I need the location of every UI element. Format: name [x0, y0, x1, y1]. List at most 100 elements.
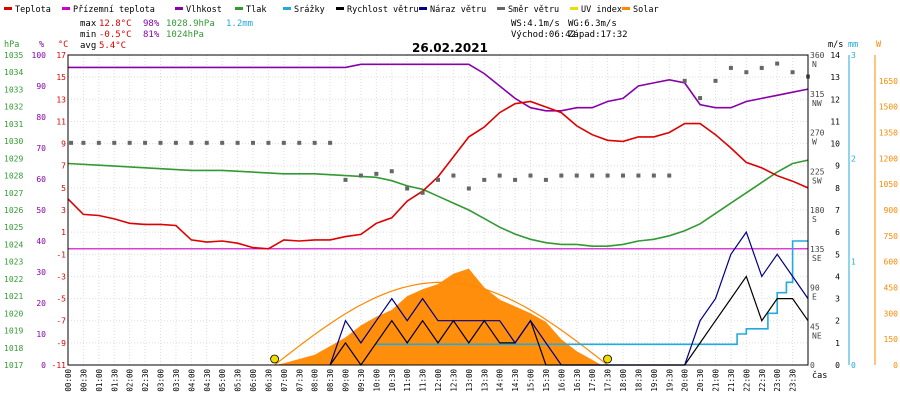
- wind-tick-label: 1: [835, 339, 840, 348]
- series-temperature: [67, 100, 809, 250]
- x-tick-label: 03:30: [172, 369, 181, 392]
- direction-point: [266, 140, 271, 145]
- wind-tick-label: 7: [835, 206, 840, 215]
- x-tick-label: 12:00: [434, 369, 443, 392]
- legend-swatch: [336, 7, 344, 10]
- series-wind-gust: [329, 230, 809, 366]
- x-tick-label: 00:00: [64, 369, 73, 392]
- direction-tick-label: NW: [812, 99, 822, 108]
- stats-max-label: max: [80, 19, 97, 29]
- legend-swatch: [62, 7, 70, 10]
- direction-point: [728, 65, 733, 70]
- stats-min-label: min: [80, 30, 96, 40]
- temperature-tick-label: 15: [56, 73, 66, 82]
- direction-point: [636, 173, 641, 178]
- direction-tick-label: 45: [810, 322, 820, 331]
- wind-tick-label: 13: [830, 73, 840, 82]
- stats-max-press: 1028.9hPa: [166, 19, 215, 29]
- humidity-tick-label: 70: [36, 144, 46, 153]
- legend-label: Srážky: [294, 5, 325, 15]
- direction-point: [590, 173, 595, 178]
- x-tick-label: 23:30: [789, 369, 798, 392]
- direction-point: [436, 177, 440, 182]
- x-tick-label: 06:30: [264, 369, 273, 392]
- direction-point: [312, 140, 317, 145]
- temperature-tick-label: -3: [56, 272, 66, 281]
- humidity-tick-label: 100: [32, 51, 47, 60]
- pressure-tick-label: 1017: [4, 361, 23, 370]
- uv-marker: [270, 354, 279, 364]
- wind-tick-label: 12: [830, 95, 840, 104]
- x-tick-label: 09:00: [342, 369, 351, 392]
- direction-tick-label: 225: [810, 167, 825, 176]
- x-tick-label: 20:00: [681, 369, 690, 392]
- pressure-unit: hPa: [4, 40, 19, 50]
- direction-tick-label: N: [812, 60, 817, 69]
- x-tick-label: 19:00: [650, 369, 659, 392]
- direction-point: [513, 177, 518, 182]
- x-tick-label: 00:30: [79, 369, 88, 392]
- legend-swatch: [570, 7, 578, 10]
- direction-point: [69, 140, 74, 145]
- wind-tick-label: 9: [835, 162, 840, 171]
- x-tick-label: 22:30: [758, 369, 767, 392]
- x-tick-label: 08:30: [326, 369, 335, 392]
- rain-tick-label: 2: [851, 154, 856, 163]
- direction-point: [574, 173, 579, 178]
- direction-point: [143, 140, 148, 145]
- x-tick-label: 11:00: [403, 369, 412, 392]
- direction-point: [389, 169, 394, 174]
- direction-point: [281, 140, 286, 145]
- wind-tick-label: 0: [835, 361, 840, 370]
- wind-tick-label: 10: [830, 140, 840, 149]
- solar-tick-label: 1650: [879, 77, 898, 86]
- x-tick-label: 02:30: [141, 369, 150, 392]
- x-tick-label: 13:00: [465, 369, 474, 392]
- pressure-tick-label: 1020: [4, 309, 23, 318]
- x-tick-label: 13:30: [480, 369, 489, 392]
- direction-point: [744, 70, 749, 75]
- rain-tick-label: 0: [851, 361, 856, 370]
- x-tick-label: 01:00: [95, 369, 104, 392]
- temperature-tick-label: 9: [61, 140, 66, 149]
- wind-tick-label: 11: [830, 117, 840, 126]
- x-tick-label: 09:30: [357, 369, 366, 392]
- direction-point: [466, 186, 471, 191]
- x-tick-label: 06:00: [249, 369, 258, 392]
- legend-swatch: [4, 7, 12, 10]
- stats-wind-gust: WG:6.3m/s: [568, 19, 617, 29]
- legend-swatch: [175, 7, 183, 10]
- stats-max-temp: 12.8°C: [99, 19, 132, 29]
- pressure-tick-label: 1034: [4, 68, 23, 77]
- direction-tick-label: 270: [810, 129, 825, 138]
- direction-point: [543, 177, 548, 182]
- direction-point: [497, 173, 502, 178]
- x-tick-label: 16:00: [557, 369, 566, 392]
- pressure-tick-label: 1024: [4, 240, 23, 249]
- direction-tick-label: W: [812, 138, 817, 147]
- direction-tick-label: 315: [810, 90, 825, 99]
- x-tick-label: 08:00: [311, 369, 320, 392]
- direction-tick-label: E: [812, 293, 817, 302]
- temperature-tick-label: -9: [56, 339, 66, 348]
- direction-point: [235, 140, 240, 145]
- legend-label: Směr větru: [508, 5, 559, 15]
- x-tick-label: 07:30: [295, 369, 304, 392]
- temperature-tick-label: 13: [56, 95, 66, 104]
- x-tick-label: 12:30: [449, 369, 458, 392]
- solar-series-area: [274, 268, 602, 365]
- rain-tick-label: 3: [851, 51, 856, 60]
- pressure-tick-label: 1030: [4, 137, 23, 146]
- solar-layer: [274, 268, 608, 366]
- direction-point: [420, 190, 425, 195]
- direction-tick-label: 135: [810, 245, 825, 254]
- direction-point: [127, 140, 132, 145]
- rain-unit: mm: [848, 40, 858, 50]
- direction-tick-label: 90: [810, 284, 820, 293]
- temperature-tick-label: 11: [56, 117, 66, 126]
- direction-point: [790, 70, 795, 75]
- x-tick-label: 14:00: [496, 369, 505, 392]
- direction-point: [528, 173, 533, 178]
- direction-point: [605, 173, 610, 178]
- humidity-tick-label: 80: [36, 113, 46, 122]
